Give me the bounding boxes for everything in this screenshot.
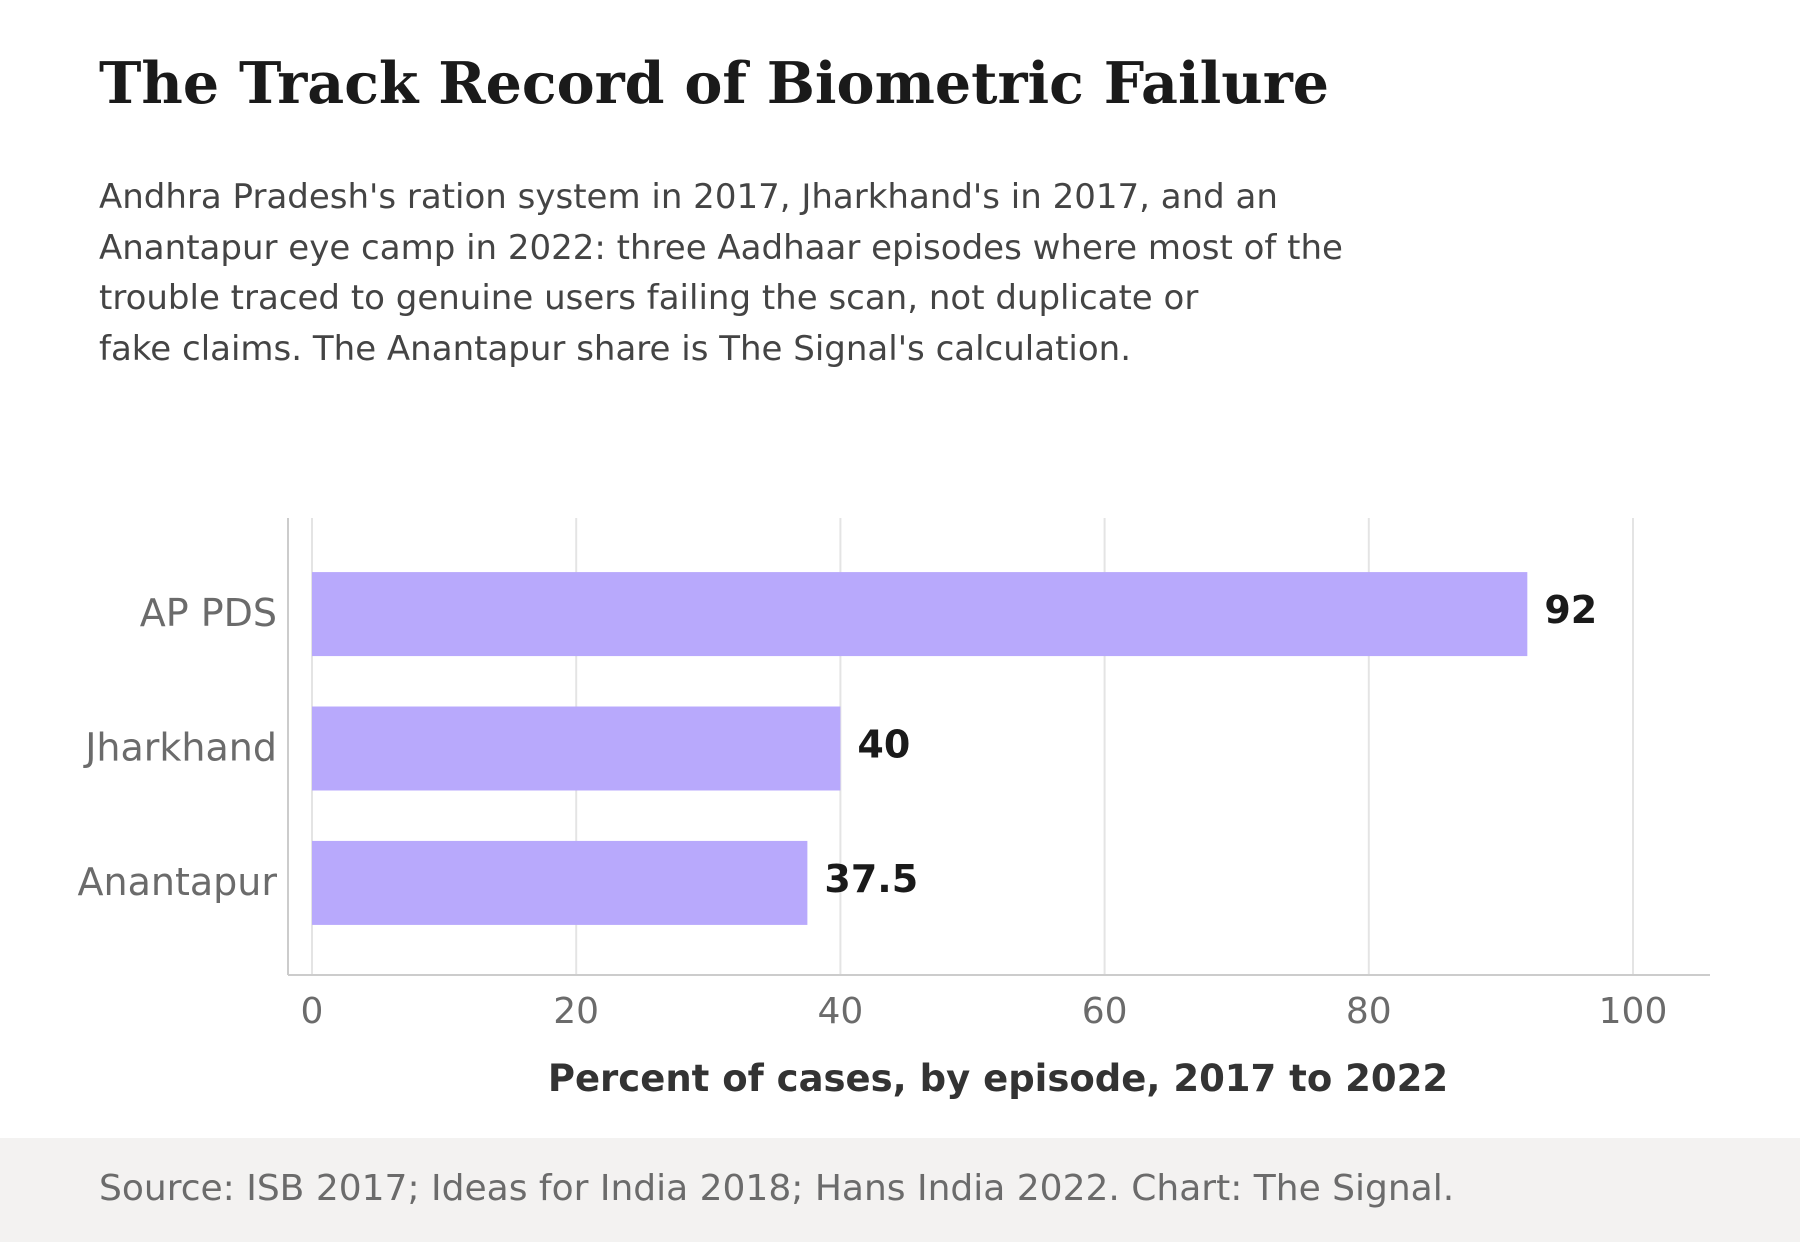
chart-title: The Track Record of Biometric Failure <box>99 50 1330 117</box>
chart-subtitle: Andhra Pradesh's ration system in 2017, … <box>99 172 1559 374</box>
x-tick-label: 20 <box>553 991 599 1032</box>
data-label: 92 <box>1544 588 1597 632</box>
category-label: Jharkhand <box>83 726 277 770</box>
subtitle-line: Andhra Pradesh's ration system in 2017, … <box>99 177 1278 217</box>
x-tick-label: 60 <box>1082 991 1128 1032</box>
labels: 0 20 40 60 80 100 AP PDS 92 Jharkhand 40 Anantapur… <box>78 588 1668 1032</box>
category-label: AP PDS <box>140 591 277 635</box>
data-label: 37.5 <box>824 857 918 901</box>
axes <box>287 518 1710 976</box>
subtitle-line: fake claims. The Anantapur share is The … <box>99 328 1132 369</box>
bar <box>312 572 1528 657</box>
bar <box>312 840 808 925</box>
footer: Source: ISB 2017; Ideas for India 2018; … <box>0 1138 1800 1242</box>
x-tick-label: 0 <box>301 991 324 1032</box>
x-axis-title: Percent of cases, by episode, 2017 to 20… <box>548 1057 1448 1100</box>
bars <box>312 572 1528 925</box>
subtitle-line: Anantapur eye camp in 2022: three Aadhaa… <box>99 227 1343 268</box>
bar-chart: 0 20 40 60 80 100 AP PDS 92 Jharkhand 40 Anantapur… <box>78 518 1710 1100</box>
x-tick-label: 40 <box>817 991 863 1032</box>
x-tick-label: 80 <box>1346 991 1392 1032</box>
bar <box>312 706 841 791</box>
x-tick-label: 100 <box>1599 991 1668 1032</box>
source-note: Source: ISB 2017; Ideas for India 2018; … <box>99 1168 1455 1209</box>
category-label: Anantapur <box>78 860 278 904</box>
subtitle-line: trouble traced to genuine users failing … <box>99 278 1199 318</box>
data-label: 40 <box>857 723 910 767</box>
